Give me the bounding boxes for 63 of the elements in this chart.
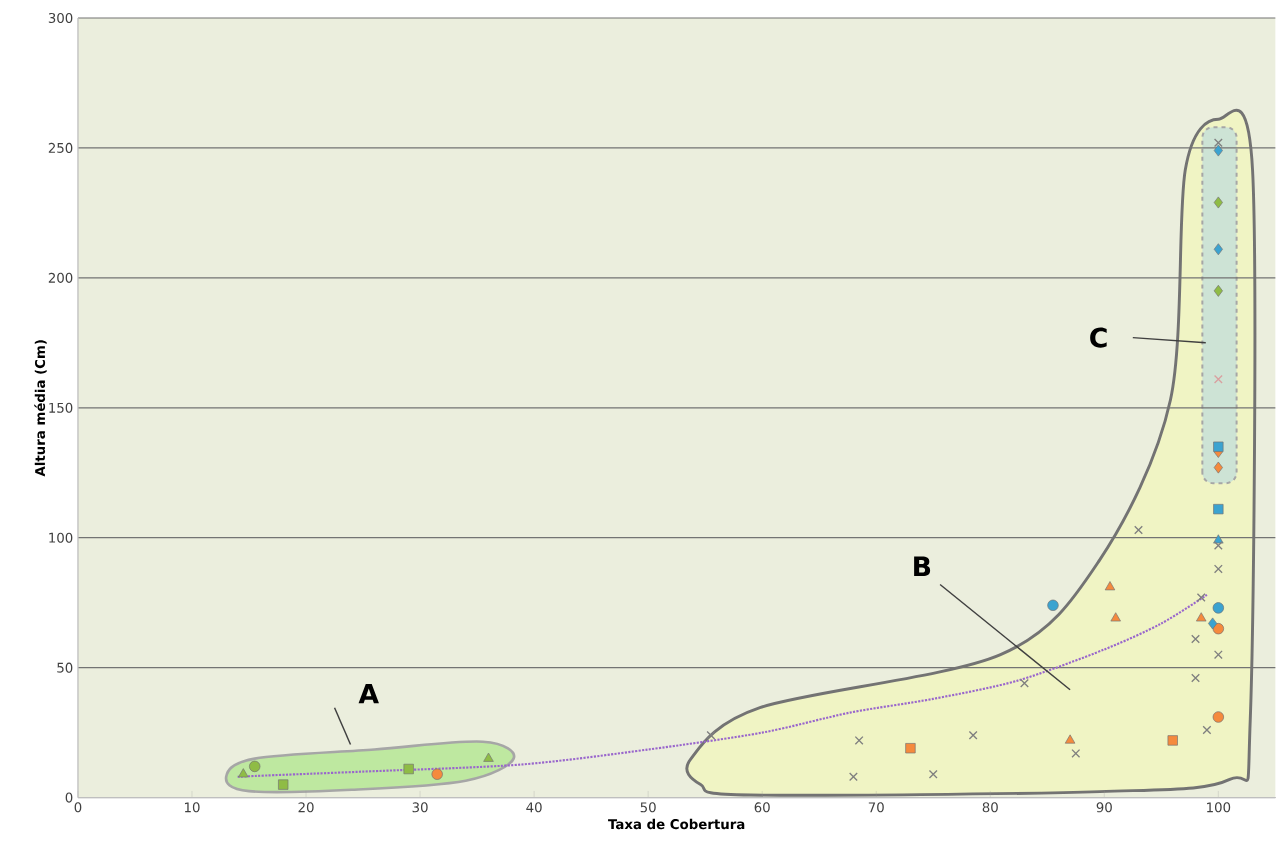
point [1213, 284, 1223, 297]
y-tick-label: 300 [48, 12, 73, 23]
point [1213, 138, 1223, 148]
point [1167, 735, 1178, 746]
x-tick-label: 30 [412, 802, 428, 813]
point [1202, 725, 1212, 735]
annotation: B [914, 556, 931, 576]
point [431, 768, 443, 780]
point [1212, 602, 1224, 614]
x-tick-label: 60 [754, 802, 770, 813]
annotation: C [1090, 327, 1107, 348]
y-tick-label: 250 [48, 142, 73, 153]
point [1213, 650, 1223, 659]
point [1134, 525, 1143, 535]
point [1213, 144, 1223, 157]
point [1071, 748, 1081, 758]
point [1208, 617, 1218, 630]
y-tick-label: 50 [57, 662, 73, 673]
point [1213, 461, 1223, 474]
point [1196, 612, 1207, 622]
point [278, 779, 289, 790]
x-tick-label: 80 [982, 802, 998, 813]
x-tick-label: 10 [184, 802, 200, 813]
point [706, 730, 716, 740]
x-axis-title: Taxa de Cobertura [608, 818, 745, 830]
x-tick-label: 20 [298, 802, 314, 813]
y-tick-label: 200 [48, 272, 73, 283]
x-tick-label: 50 [640, 802, 656, 813]
point [1212, 711, 1224, 723]
x-tick-label: 0 [74, 802, 82, 813]
point [1191, 634, 1200, 644]
point [968, 730, 978, 740]
point [1104, 581, 1116, 591]
point [1213, 243, 1223, 256]
x-tick-label: 70 [868, 802, 884, 813]
point [848, 772, 858, 782]
x-tick-label: 40 [526, 802, 542, 813]
point [1020, 678, 1029, 688]
annotation: A [358, 683, 379, 704]
point [905, 742, 916, 754]
x-tick-label: 100 [1207, 802, 1231, 813]
y-tick-label: 0 [65, 792, 73, 803]
y-tick-label: 150 [49, 402, 73, 413]
point [1213, 196, 1223, 209]
point [1213, 374, 1223, 384]
point [238, 768, 249, 778]
point [1213, 540, 1223, 550]
point [1191, 673, 1200, 683]
point [249, 760, 261, 772]
point [928, 769, 938, 779]
point [1196, 592, 1206, 602]
point [854, 735, 864, 745]
point [403, 763, 414, 775]
x-tick-label: 90 [1096, 802, 1112, 813]
point [1213, 441, 1224, 452]
point [1047, 599, 1059, 611]
point [1213, 503, 1224, 515]
y-axis-title: Altura média (Cm) [34, 340, 47, 477]
point [1064, 734, 1076, 744]
point [1213, 564, 1223, 574]
point [1110, 612, 1121, 622]
y-tick-label: 100 [49, 532, 73, 543]
point [483, 752, 494, 762]
